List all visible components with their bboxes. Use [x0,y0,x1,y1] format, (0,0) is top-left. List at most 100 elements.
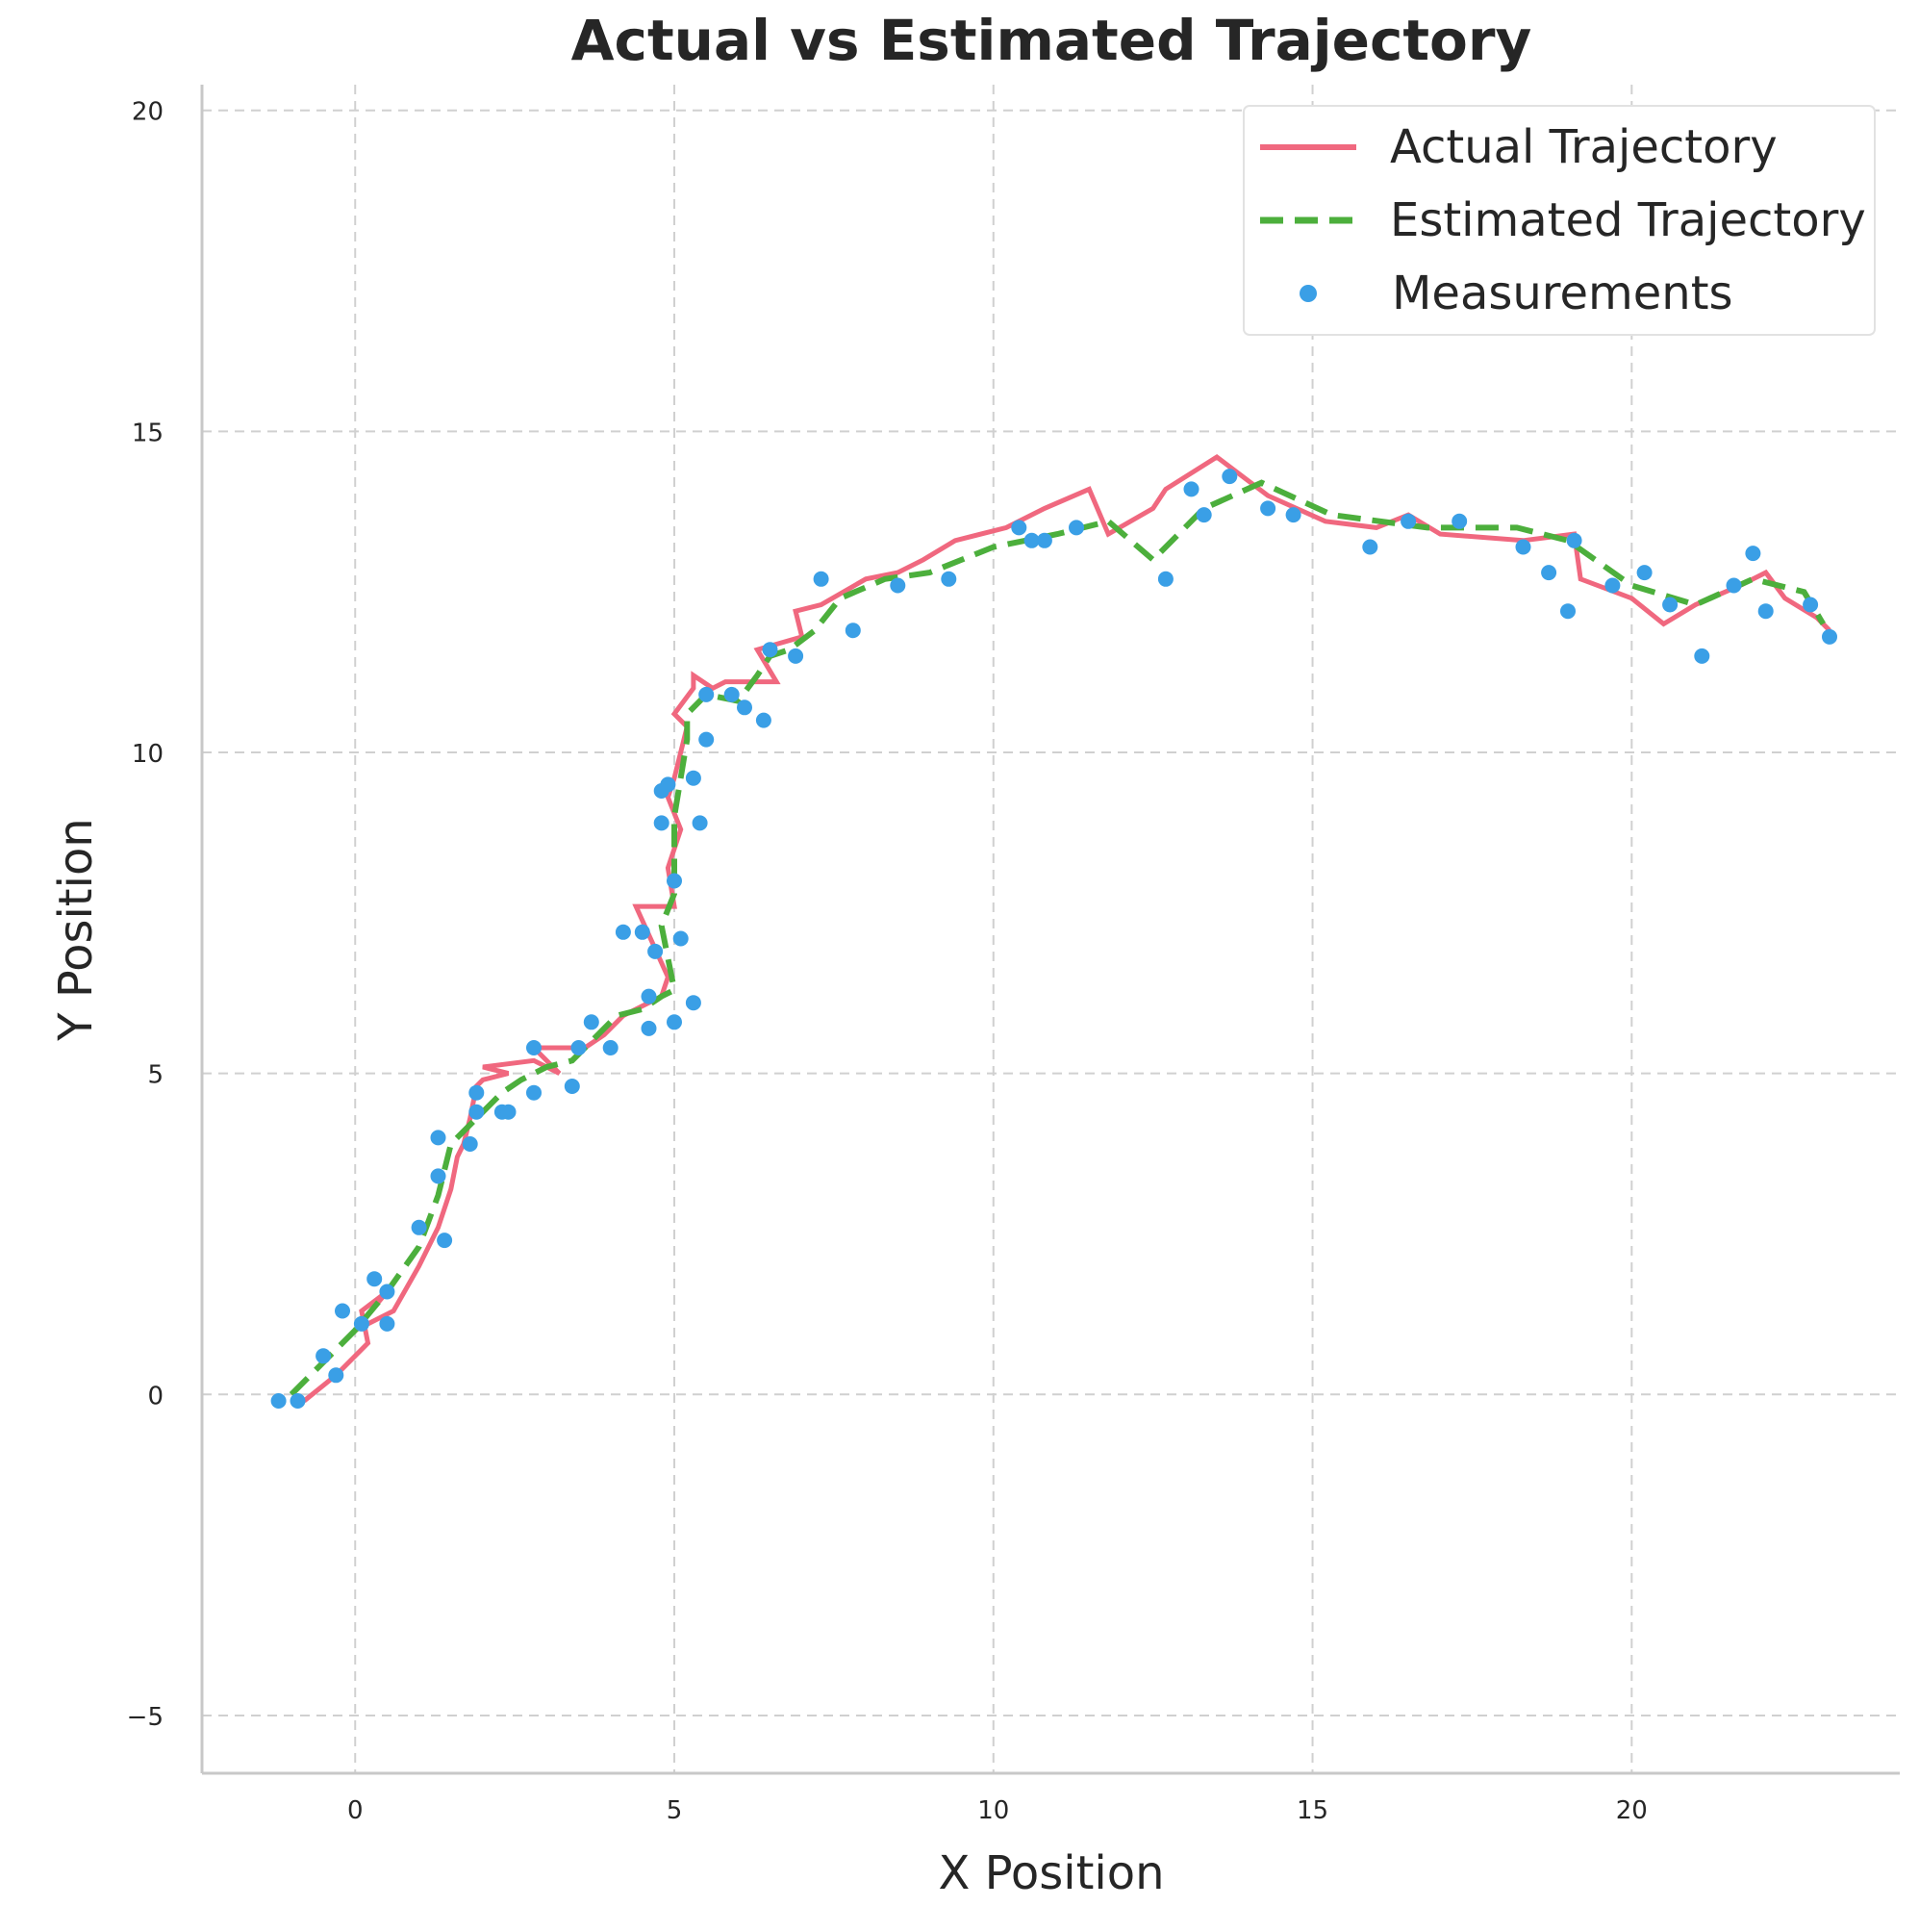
legend: Actual Trajectory Estimated Trajectory M… [1243,105,1876,336]
measurement-point [411,1219,427,1235]
measurement-point [615,924,631,940]
measurement-point [583,1014,599,1030]
measurement-point [526,1084,542,1101]
y-tick-label: 15 [132,419,164,447]
measurement-point [335,1303,350,1319]
measurement-point [641,988,657,1004]
measurement-point [290,1393,306,1409]
y-axis-label: Y Position [49,818,103,1041]
measurement-point [647,943,664,959]
y-tick-label: 10 [132,740,164,769]
measurement-point [353,1315,369,1332]
measurement-point [1515,539,1531,555]
measurement-point [270,1393,287,1409]
measurement-point [430,1168,446,1184]
measurement-point [437,1233,453,1249]
measurement-point [1726,577,1742,594]
measurement-point [1401,513,1417,529]
x-tick-label: 5 [667,1796,683,1825]
measurement-point [1757,603,1774,620]
measurement-point [379,1284,395,1300]
measurement-point [430,1130,446,1146]
measurement-point [1036,532,1052,548]
x-tick-label: 10 [977,1796,1009,1825]
measurement-point [672,930,689,947]
measurement-point [1222,469,1238,485]
measurement-point [1285,507,1301,523]
measurement-point [1023,532,1040,548]
measurement-point [1362,539,1378,555]
measurement-point [755,712,771,728]
measurement-point [660,776,676,793]
measurement-point [641,1020,657,1036]
legend-estimated-label: Estimated Trajectory [1390,193,1866,247]
measurement-point [1069,520,1084,536]
measurement-point [1452,513,1468,529]
y-tick-labels: −5 0 5 10 15 20 [127,98,164,1732]
measurement-points [270,469,1837,1409]
measurement-point [1541,565,1557,581]
measurement-point [1011,520,1027,536]
measurement-point [667,1014,682,1030]
measurement-point [366,1271,383,1287]
measurement-point [526,1040,542,1055]
measurement-point [468,1084,485,1101]
measurement-point [723,686,740,702]
measurement-point [1560,603,1576,620]
x-tick-label: 0 [347,1796,364,1825]
measurement-point [1183,481,1199,497]
measurement-point [1662,597,1679,613]
measurement-point [1636,565,1653,581]
measurement-point [845,623,861,639]
legend-actual-label: Actual Trajectory [1390,120,1778,174]
x-tick-labels: 0 5 10 15 20 [347,1796,1648,1825]
measurement-point [762,642,778,658]
y-tick-label: 5 [147,1061,164,1090]
estimated-trajectory-line [289,479,1826,1397]
measurement-point [1803,597,1819,613]
legend-measurements-swatch [1300,285,1317,302]
chart-title: Actual vs Estimated Trajectory [571,8,1532,73]
legend-measurements-label: Measurements [1392,267,1733,320]
measurement-point [564,1079,580,1094]
measurement-point [737,699,752,716]
measurement-point [788,648,804,664]
measurement-point [1694,648,1710,664]
measurement-point [1196,507,1212,523]
y-tick-label: −5 [127,1703,164,1732]
x-axis-label: X Position [938,1846,1164,1900]
measurement-point [890,577,906,594]
measurement-point [1157,571,1174,587]
measurement-point [685,995,701,1011]
x-tick-label: 20 [1616,1796,1648,1825]
plot-area [270,453,1837,1409]
axes [200,85,1900,1775]
grid-lines [202,85,1900,1773]
measurement-point [602,1040,619,1055]
actual-trajectory-line [302,453,1831,1403]
measurement-point [698,686,715,702]
measurement-point [379,1315,395,1332]
measurement-point [653,815,669,831]
measurement-point [634,924,650,940]
measurement-point [328,1367,344,1384]
y-tick-label: 0 [147,1382,164,1411]
measurement-point [1745,546,1761,562]
measurement-point [813,571,829,587]
measurement-point [1260,500,1276,517]
legend-frame [1243,105,1876,336]
measurement-point [1604,577,1621,594]
measurement-point [462,1136,478,1152]
measurement-point [685,770,701,786]
x-tick-label: 15 [1297,1796,1328,1825]
y-tick-label: 20 [132,98,164,127]
measurement-point [500,1104,517,1120]
measurement-point [1822,628,1837,645]
measurement-point [316,1348,332,1364]
measurement-point [941,571,957,587]
measurement-point [667,873,682,889]
measurement-point [698,731,715,748]
measurement-point [570,1040,587,1055]
measurement-point [1566,532,1582,548]
